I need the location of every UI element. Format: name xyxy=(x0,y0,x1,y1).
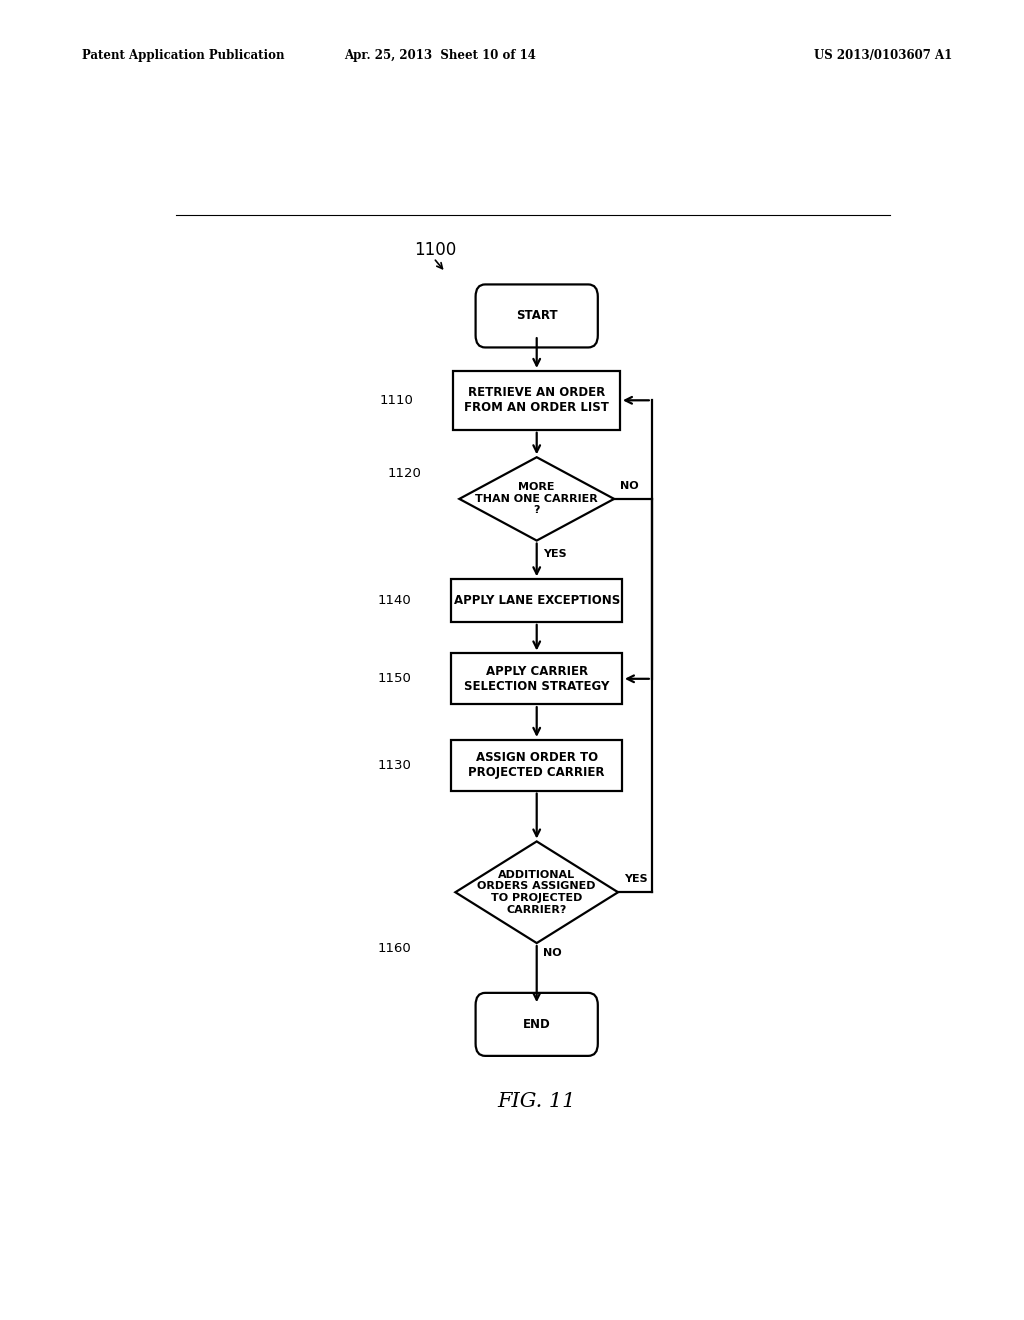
Text: 1100: 1100 xyxy=(414,240,456,259)
Text: END: END xyxy=(523,1018,551,1031)
Text: ADDITIONAL
ORDERS ASSIGNED
TO PROJECTED
CARRIER?: ADDITIONAL ORDERS ASSIGNED TO PROJECTED … xyxy=(477,870,596,915)
Text: 1150: 1150 xyxy=(378,672,412,685)
Text: APPLY CARRIER
SELECTION STRATEGY: APPLY CARRIER SELECTION STRATEGY xyxy=(464,665,609,693)
Text: 1160: 1160 xyxy=(378,941,412,954)
Text: US 2013/0103607 A1: US 2013/0103607 A1 xyxy=(814,49,952,62)
Text: MORE
THAN ONE CARRIER
?: MORE THAN ONE CARRIER ? xyxy=(475,482,598,516)
Polygon shape xyxy=(456,841,618,942)
Text: 1140: 1140 xyxy=(378,594,412,607)
Text: ASSIGN ORDER TO
PROJECTED CARRIER: ASSIGN ORDER TO PROJECTED CARRIER xyxy=(468,751,605,779)
Text: YES: YES xyxy=(543,549,566,558)
Polygon shape xyxy=(460,457,614,541)
FancyBboxPatch shape xyxy=(475,993,598,1056)
FancyBboxPatch shape xyxy=(475,284,598,347)
Text: NO: NO xyxy=(621,480,639,491)
Bar xyxy=(452,579,622,622)
Text: RETRIEVE AN ORDER
FROM AN ORDER LIST: RETRIEVE AN ORDER FROM AN ORDER LIST xyxy=(464,387,609,414)
Text: START: START xyxy=(516,309,557,322)
Text: 1110: 1110 xyxy=(380,393,414,407)
Text: 1130: 1130 xyxy=(378,759,412,772)
Text: NO: NO xyxy=(543,948,562,958)
Text: FIG. 11: FIG. 11 xyxy=(498,1092,575,1111)
Text: APPLY LANE EXCEPTIONS: APPLY LANE EXCEPTIONS xyxy=(454,594,620,607)
Bar xyxy=(454,371,621,430)
Bar xyxy=(452,739,622,791)
Text: Patent Application Publication: Patent Application Publication xyxy=(82,49,285,62)
Bar xyxy=(452,653,622,704)
Text: 1120: 1120 xyxy=(388,467,422,480)
Text: YES: YES xyxy=(625,874,648,884)
Text: Apr. 25, 2013  Sheet 10 of 14: Apr. 25, 2013 Sheet 10 of 14 xyxy=(344,49,537,62)
